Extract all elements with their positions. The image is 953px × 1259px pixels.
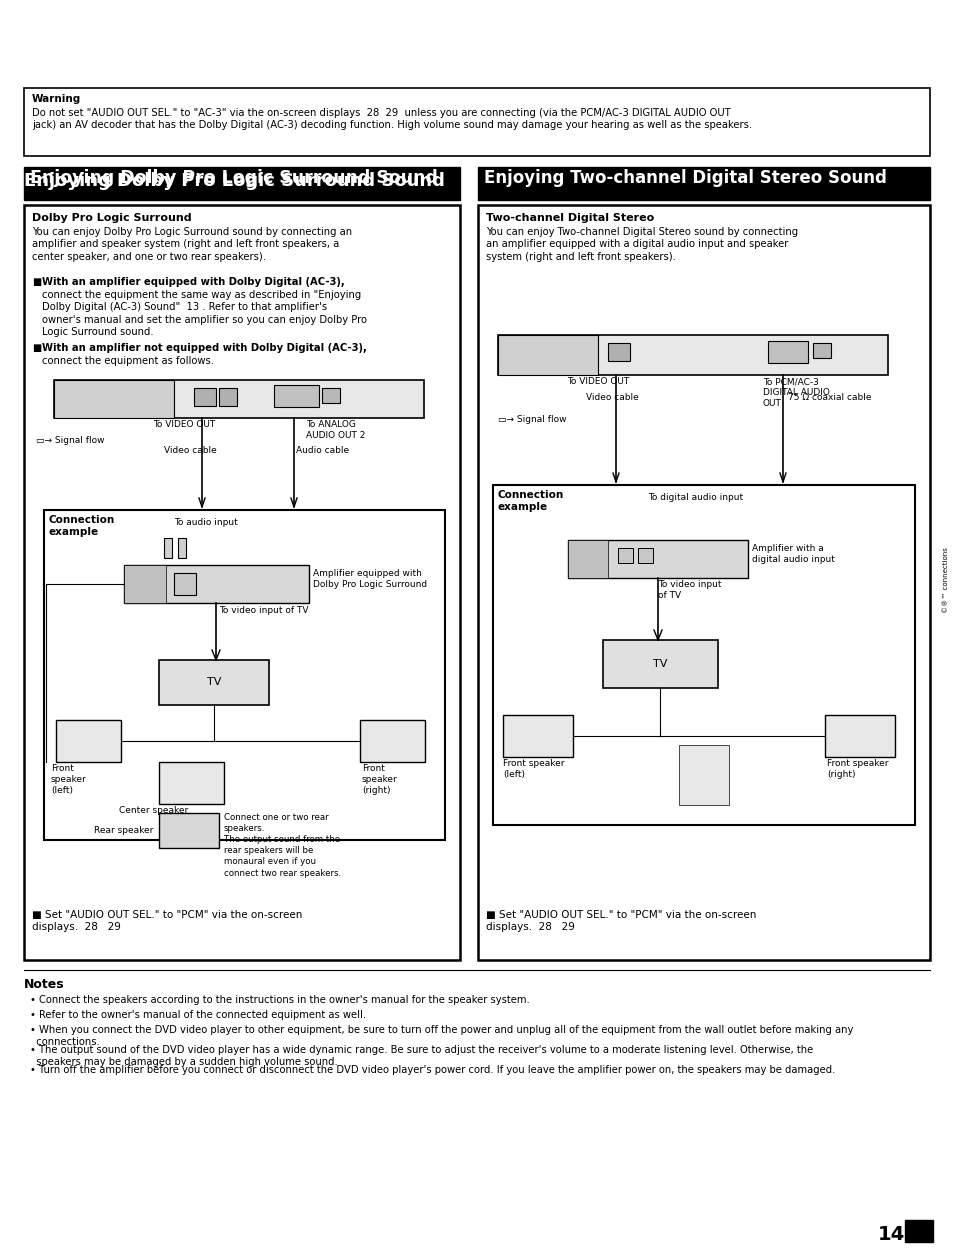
Text: Center speaker: Center speaker xyxy=(119,806,188,815)
Text: ©®™ connections: ©®™ connections xyxy=(942,548,948,613)
Text: Dolby Pro Logic Surround: Dolby Pro Logic Surround xyxy=(32,213,192,223)
Bar xyxy=(178,538,186,558)
Bar xyxy=(193,388,215,405)
Bar xyxy=(124,565,166,603)
Text: Audio cable: Audio cable xyxy=(295,446,349,454)
Bar xyxy=(54,380,423,418)
Text: Connection
example: Connection example xyxy=(497,490,563,512)
Text: To PCM/AC-3
DIGITAL AUDIO
OUT: To PCM/AC-3 DIGITAL AUDIO OUT xyxy=(762,376,829,408)
Text: To VIDEO OUT: To VIDEO OUT xyxy=(152,421,214,429)
Bar xyxy=(812,342,830,358)
Text: • Refer to the owner's manual of the connected equipment as well.: • Refer to the owner's manual of the con… xyxy=(30,1010,366,1020)
Bar xyxy=(274,385,318,407)
Text: Warning: Warning xyxy=(32,94,81,104)
Bar xyxy=(24,88,929,156)
Bar xyxy=(567,540,747,578)
Text: Amplifier with a
digital audio input: Amplifier with a digital audio input xyxy=(751,544,834,564)
Text: To video input
of TV: To video input of TV xyxy=(658,580,720,601)
Bar xyxy=(824,715,894,757)
Bar xyxy=(638,548,652,563)
Bar xyxy=(602,640,718,687)
Text: ▭→ Signal flow: ▭→ Signal flow xyxy=(36,436,105,444)
Text: To VIDEO OUT: To VIDEO OUT xyxy=(566,376,628,387)
Text: Video cable: Video cable xyxy=(164,446,216,454)
Bar xyxy=(159,813,219,849)
Bar xyxy=(24,167,459,200)
Bar xyxy=(159,660,269,705)
Text: • When you connect the DVD video player to other equipment, be sure to turn off : • When you connect the DVD video player … xyxy=(30,1025,853,1047)
Text: ▭→ Signal flow: ▭→ Signal flow xyxy=(497,415,566,424)
Text: Do not set "AUDIO OUT SEL." to "AC-3" via the on-screen displays  28  29  unless: Do not set "AUDIO OUT SEL." to "AC-3" vi… xyxy=(32,108,751,131)
Bar xyxy=(618,548,633,563)
Text: Front speaker
(right): Front speaker (right) xyxy=(826,759,887,779)
Bar xyxy=(904,1220,932,1241)
Text: With an amplifier equipped with Dolby Digital (AC-3),: With an amplifier equipped with Dolby Di… xyxy=(42,277,344,287)
Text: • The output sound of the DVD video player has a wide dynamic range. Be sure to : • The output sound of the DVD video play… xyxy=(30,1045,812,1068)
Text: connect the equipment the same way as described in "Enjoying
Dolby Digital (AC-3: connect the equipment the same way as de… xyxy=(42,290,367,337)
Bar xyxy=(477,205,929,961)
Bar xyxy=(477,167,929,200)
Bar xyxy=(56,720,121,762)
Text: To video input of TV: To video input of TV xyxy=(219,606,308,614)
Text: • Connect the speakers according to the instructions in the owner's manual for t: • Connect the speakers according to the … xyxy=(30,995,529,1005)
Bar xyxy=(124,565,309,603)
Text: Front
speaker
(right): Front speaker (right) xyxy=(361,764,397,796)
Bar xyxy=(607,342,629,361)
Text: Front speaker
(left): Front speaker (left) xyxy=(502,759,564,779)
Text: TV: TV xyxy=(652,658,666,669)
Text: Two-channel Digital Stereo: Two-channel Digital Stereo xyxy=(485,213,654,223)
Text: 14: 14 xyxy=(877,1225,904,1244)
Bar xyxy=(497,335,887,375)
Text: ■ Set "AUDIO OUT SEL." to "PCM" via the on-screen
displays.  28   29: ■ Set "AUDIO OUT SEL." to "PCM" via the … xyxy=(32,910,302,933)
Text: Video cable: Video cable xyxy=(585,393,639,402)
Text: • Turn off the amplifier before you connect or disconnect the DVD video player's: • Turn off the amplifier before you conn… xyxy=(30,1065,835,1075)
Bar xyxy=(219,388,236,405)
Bar xyxy=(159,762,224,805)
Text: ■: ■ xyxy=(32,277,41,287)
Bar xyxy=(164,538,172,558)
Text: Enjoying Two-channel Digital Stereo Sound: Enjoying Two-channel Digital Stereo Soun… xyxy=(483,169,886,188)
Text: ■: ■ xyxy=(32,342,41,353)
Text: Enjoying Dolby Pro Logic Surround Sound: Enjoying Dolby Pro Logic Surround Sound xyxy=(30,169,437,188)
Bar xyxy=(497,335,598,375)
Text: You can enjoy Two-channel Digital Stereo sound by connecting
an amplifier equipp: You can enjoy Two-channel Digital Stereo… xyxy=(485,227,798,262)
Bar xyxy=(679,745,728,805)
Bar xyxy=(44,510,444,840)
Text: You can enjoy Dolby Pro Logic Surround sound by connecting an
amplifier and spea: You can enjoy Dolby Pro Logic Surround s… xyxy=(32,227,352,262)
Text: ■ Set "AUDIO OUT SEL." to "PCM" via the on-screen
displays.  28   29: ■ Set "AUDIO OUT SEL." to "PCM" via the … xyxy=(485,910,756,933)
Bar xyxy=(502,715,573,757)
Text: Rear speaker: Rear speaker xyxy=(94,826,153,835)
Text: Notes: Notes xyxy=(24,978,65,991)
Text: To audio input: To audio input xyxy=(173,517,237,528)
Text: To ANALOG
AUDIO OUT 2: To ANALOG AUDIO OUT 2 xyxy=(306,421,365,441)
Bar xyxy=(24,205,459,961)
Bar xyxy=(493,485,914,825)
Text: Enjoying Dolby Pro Logic Surround Sound: Enjoying Dolby Pro Logic Surround Sound xyxy=(24,172,444,190)
Text: Amplifier equipped with
Dolby Pro Logic Surround: Amplifier equipped with Dolby Pro Logic … xyxy=(313,569,427,589)
Bar xyxy=(54,380,173,418)
Text: Connect one or two rear
speakers.
The output sound from the
rear speakers will b: Connect one or two rear speakers. The ou… xyxy=(224,813,341,878)
Bar xyxy=(359,720,424,762)
Text: Connection
example: Connection example xyxy=(49,515,115,538)
Text: Front
speaker
(left): Front speaker (left) xyxy=(51,764,87,796)
Text: TV: TV xyxy=(207,677,221,687)
Text: connect the equipment as follows.: connect the equipment as follows. xyxy=(42,356,213,366)
Text: With an amplifier not equipped with Dolby Digital (AC-3),: With an amplifier not equipped with Dolb… xyxy=(42,342,367,353)
Bar xyxy=(567,540,607,578)
Text: 75 Ω coaxial cable: 75 Ω coaxial cable xyxy=(787,393,871,402)
Bar xyxy=(322,388,339,403)
Bar xyxy=(173,573,195,596)
Text: To digital audio input: To digital audio input xyxy=(647,494,742,502)
Bar xyxy=(767,341,807,363)
